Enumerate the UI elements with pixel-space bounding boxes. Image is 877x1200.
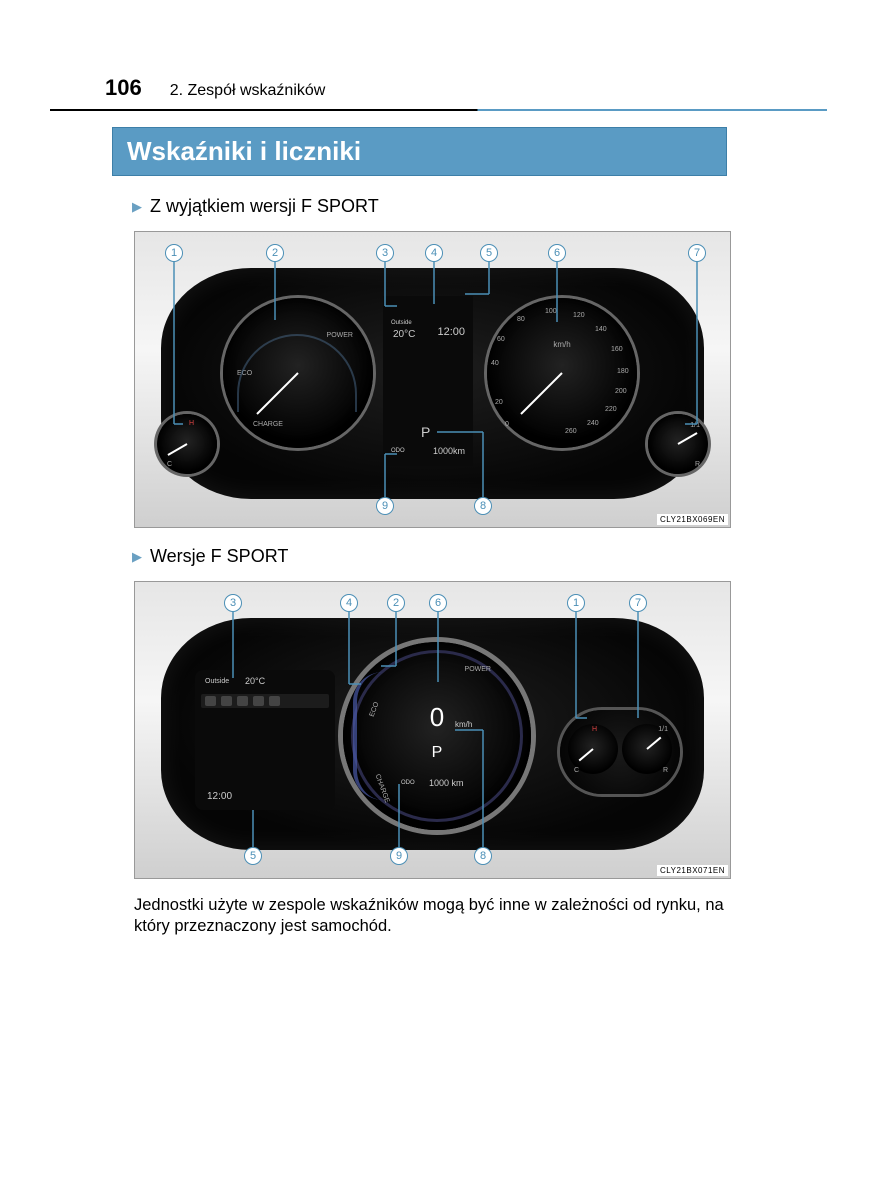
page-number: 106	[105, 75, 142, 101]
multi-info-display: Outside 20°C 12:00	[195, 670, 335, 810]
odo-value: 1000 km	[429, 778, 464, 788]
callout-9: 9	[390, 847, 408, 865]
callout-8: 8	[474, 497, 492, 515]
triangle-icon: ▶	[132, 199, 142, 215]
speed-unit: km/h	[455, 720, 472, 729]
outside-temp: 20°C	[393, 329, 415, 340]
gauge-fuel: 1/1 R	[648, 414, 708, 474]
outside-temp: 20°C	[245, 676, 265, 686]
gauge-coolant-temp: H C	[568, 724, 618, 774]
image-code: CLY21BX071EN	[657, 865, 728, 876]
outside-label: Outside	[391, 320, 412, 326]
power-label: POWER	[465, 666, 491, 673]
callout-2: 2	[387, 594, 405, 612]
fuel-full-label: 1/1	[690, 422, 700, 429]
callout-6: 6	[429, 594, 447, 612]
power-label: POWER	[327, 332, 353, 339]
gear-indicator: P	[421, 424, 430, 440]
temp-h-label: H	[189, 420, 194, 427]
temp-c-label: C	[167, 461, 172, 468]
section-text: Wersje F SPORT	[150, 546, 288, 567]
callout-5: 5	[480, 244, 498, 262]
clock: 12:00	[437, 326, 465, 338]
gear-indicator: P	[432, 744, 443, 762]
chapter-label: 2. Zespół wskaźników	[170, 82, 326, 100]
callout-4: 4	[425, 244, 443, 262]
callout-2: 2	[266, 244, 284, 262]
callout-1: 1	[165, 244, 183, 262]
callout-8: 8	[474, 847, 492, 865]
callout-1: 1	[567, 594, 585, 612]
triangle-icon: ▶	[132, 549, 142, 565]
callout-7: 7	[688, 244, 706, 262]
callout-7: 7	[629, 594, 647, 612]
gauge-main-speedometer: POWER ECO CHARGE 0 km/h P ODO 1000 km	[343, 642, 531, 830]
fuel-empty-label: R	[663, 767, 668, 774]
callout-3: 3	[224, 594, 242, 612]
page-title: Wskaźniki i liczniki	[112, 127, 727, 176]
image-code: CLY21BX069EN	[657, 514, 728, 525]
section-label-non-fsport: ▶ Z wyjątkiem wersji F SPORT	[132, 196, 827, 217]
section-label-fsport: ▶ Wersje F SPORT	[132, 546, 827, 567]
odo-label: ODO	[401, 780, 415, 786]
temp-h-label: H	[592, 726, 597, 733]
callout-6: 6	[548, 244, 566, 262]
page-header: 106 2. Zespół wskaźników	[50, 75, 827, 101]
multi-info-display: Outside 20°C 12:00 P ODO 1000km	[383, 296, 473, 466]
fuel-empty-label: R	[695, 461, 700, 468]
speed-value: 0	[430, 702, 444, 733]
gauge-hybrid-power: POWER ECO CHARGE	[223, 298, 373, 448]
clock: 12:00	[207, 791, 232, 802]
speed-ticks: 0 20 40 60 80 100 120 140 160 180 200 22…	[487, 298, 637, 448]
callout-5: 5	[244, 847, 262, 865]
odo-value: 1000km	[433, 446, 465, 456]
callout-4: 4	[340, 594, 358, 612]
outside-label: Outside	[205, 678, 229, 685]
cluster-housing: Outside 20°C 12:00 POWER ECO CHARGE 0	[161, 618, 704, 850]
figure-instrument-cluster-standard: H C POWER ECO CHARGE Outside 20°C 12:00 …	[134, 231, 731, 528]
odo-label: ODO	[391, 448, 405, 454]
gauge-coolant-temp: H C	[157, 414, 217, 474]
footnote-text: Jednostki użyte w zespole wskaźników mog…	[134, 895, 734, 938]
charge-label: CHARGE	[253, 421, 283, 428]
gauge-fuel: 1/1 R	[622, 724, 672, 774]
callout-3: 3	[376, 244, 394, 262]
figure-instrument-cluster-fsport: Outside 20°C 12:00 POWER ECO CHARGE 0	[134, 581, 731, 879]
fuel-full-label: 1/1	[658, 726, 668, 733]
gauge-temp-fuel-pod: H C 1/1 R	[560, 710, 680, 794]
section-text: Z wyjątkiem wersji F SPORT	[150, 196, 379, 217]
temp-c-label: C	[574, 767, 579, 774]
callout-9: 9	[376, 497, 394, 515]
header-divider	[50, 109, 827, 111]
